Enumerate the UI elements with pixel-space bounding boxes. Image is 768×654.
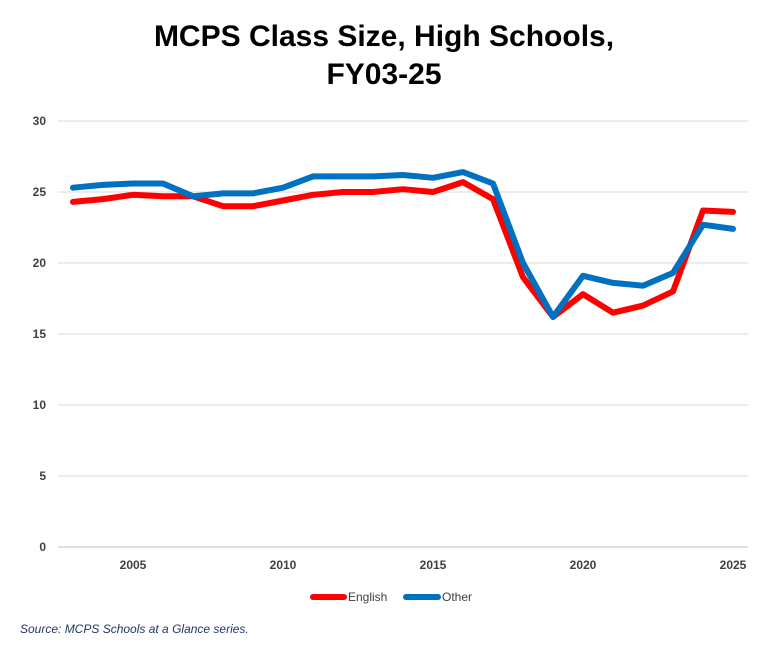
y-tick-label-0: 0 xyxy=(39,540,46,554)
legend-label-other: Other xyxy=(442,590,472,604)
x-tick-label-2025: 2025 xyxy=(720,558,747,572)
x-tick-label-2010: 2010 xyxy=(270,558,297,572)
series-line-other xyxy=(70,169,736,320)
y-tick-label-25: 25 xyxy=(33,185,47,199)
chart-title-line-2: FY03-25 xyxy=(326,58,442,91)
source-note: Source: MCPS Schools at a Glance series. xyxy=(20,622,249,636)
y-tick-label-20: 20 xyxy=(33,256,47,270)
chart-title: MCPS Class Size, High Schools, FY03-25 xyxy=(0,18,768,94)
x-tick-label-2015: 2015 xyxy=(420,558,447,572)
y-tick-label-30: 30 xyxy=(33,114,47,128)
series-line-english xyxy=(70,179,736,320)
x-tick-label-2005: 2005 xyxy=(120,558,147,572)
chart-title-line-1: MCPS Class Size, High Schools, xyxy=(153,20,615,53)
x-tick-label-2020: 2020 xyxy=(570,558,597,572)
legend-label-english: English xyxy=(348,590,387,604)
y-tick-label-10: 10 xyxy=(33,398,47,412)
y-tick-label-15: 15 xyxy=(33,327,47,341)
y-tick-label-5: 5 xyxy=(39,469,46,483)
